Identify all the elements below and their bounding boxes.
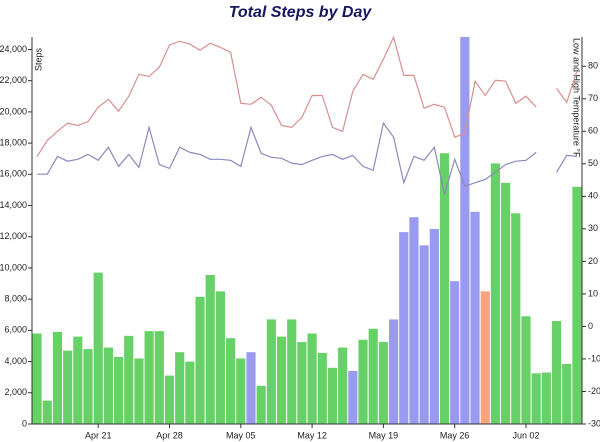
bar bbox=[307, 333, 317, 424]
x-tick-label: Apr 21 bbox=[85, 430, 112, 440]
bar bbox=[73, 336, 83, 424]
bar bbox=[521, 316, 531, 424]
x-tick-label: Apr 28 bbox=[156, 430, 183, 440]
y-tick-label: 20,000 bbox=[0, 106, 27, 116]
y-axis-label: Steps bbox=[33, 48, 43, 72]
y2-tick-label: -10 bbox=[588, 353, 600, 363]
x-tick-label: May 19 bbox=[369, 430, 399, 440]
x-tick-label: May 05 bbox=[226, 430, 256, 440]
y2-tick-label: -30 bbox=[588, 418, 600, 428]
bar bbox=[164, 375, 175, 424]
bar bbox=[358, 339, 368, 424]
y-tick-label: 18,000 bbox=[0, 137, 27, 147]
x-tick-label: May 12 bbox=[297, 430, 327, 440]
y-tick-label: 22,000 bbox=[0, 75, 27, 85]
bar bbox=[297, 342, 307, 424]
bar bbox=[501, 182, 511, 424]
bar bbox=[327, 367, 338, 424]
bar bbox=[287, 319, 297, 424]
bar bbox=[480, 291, 490, 424]
bar bbox=[113, 356, 124, 424]
bar bbox=[236, 358, 246, 424]
y-tick-label: 24,000 bbox=[0, 44, 27, 54]
bar bbox=[419, 245, 429, 424]
bar bbox=[93, 272, 103, 424]
bar bbox=[215, 291, 226, 424]
y-tick-label: 0 bbox=[22, 418, 27, 428]
bar bbox=[572, 186, 582, 424]
bar bbox=[246, 352, 256, 424]
x-tick-label: Jun 02 bbox=[512, 430, 539, 440]
y2-tick-label: 10 bbox=[588, 288, 598, 298]
bar bbox=[276, 336, 287, 424]
y-tick-label: 16,000 bbox=[0, 169, 27, 179]
bar bbox=[134, 358, 144, 424]
y2-tick-label: 80 bbox=[588, 61, 598, 71]
y2-tick-label: 30 bbox=[588, 223, 598, 233]
bar bbox=[52, 331, 63, 424]
bar bbox=[511, 213, 521, 424]
y2-axis-label: Low and High Temperature °F bbox=[572, 38, 582, 158]
y-tick-label: 10,000 bbox=[0, 262, 27, 272]
bar bbox=[185, 361, 195, 424]
bar bbox=[83, 349, 93, 424]
bar bbox=[460, 37, 470, 424]
bar bbox=[450, 281, 460, 424]
bar bbox=[541, 372, 551, 424]
bar bbox=[378, 342, 388, 424]
bar bbox=[409, 217, 419, 424]
bar bbox=[63, 350, 73, 424]
bar bbox=[317, 352, 327, 424]
bar bbox=[531, 373, 541, 424]
bar bbox=[439, 153, 450, 424]
bar bbox=[266, 319, 276, 424]
bar bbox=[368, 328, 378, 424]
bar bbox=[551, 321, 562, 424]
y-tick-label: 12,000 bbox=[0, 231, 27, 241]
y2-tick-label: 50 bbox=[588, 158, 598, 168]
chart-title: Total Steps by Day bbox=[229, 4, 373, 21]
bar bbox=[348, 370, 358, 424]
y-tick-label: 4,000 bbox=[4, 356, 27, 366]
bar bbox=[195, 296, 205, 424]
y-tick-label: 14,000 bbox=[0, 200, 27, 210]
y2-tick-label: 60 bbox=[588, 126, 598, 136]
bar bbox=[32, 333, 42, 424]
y-tick-label: 6,000 bbox=[4, 325, 27, 335]
bar bbox=[103, 347, 113, 424]
bar bbox=[175, 352, 185, 424]
bar bbox=[154, 331, 164, 424]
bar bbox=[42, 400, 52, 424]
bar bbox=[256, 385, 266, 424]
bar bbox=[226, 338, 236, 424]
y2-tick-label: -20 bbox=[588, 386, 600, 396]
temperature-line bbox=[37, 121, 577, 195]
y-tick-label: 8,000 bbox=[4, 294, 27, 304]
y2-tick-label: 70 bbox=[588, 93, 598, 103]
x-tick-label: May 26 bbox=[440, 430, 470, 440]
bar bbox=[490, 163, 501, 424]
y-tick-label: 2,000 bbox=[4, 387, 27, 397]
temperature-line bbox=[36, 35, 578, 157]
bar bbox=[470, 211, 480, 424]
y2-tick-label: 40 bbox=[588, 191, 598, 201]
bar bbox=[124, 335, 134, 424]
y2-tick-label: 0 bbox=[588, 321, 593, 331]
bar bbox=[144, 331, 154, 424]
bar bbox=[205, 274, 215, 424]
y2-tick-label: 20 bbox=[588, 256, 598, 266]
bar bbox=[429, 228, 439, 424]
bar bbox=[399, 232, 409, 424]
bar bbox=[338, 347, 348, 424]
bar bbox=[388, 319, 399, 424]
bar bbox=[562, 363, 572, 424]
